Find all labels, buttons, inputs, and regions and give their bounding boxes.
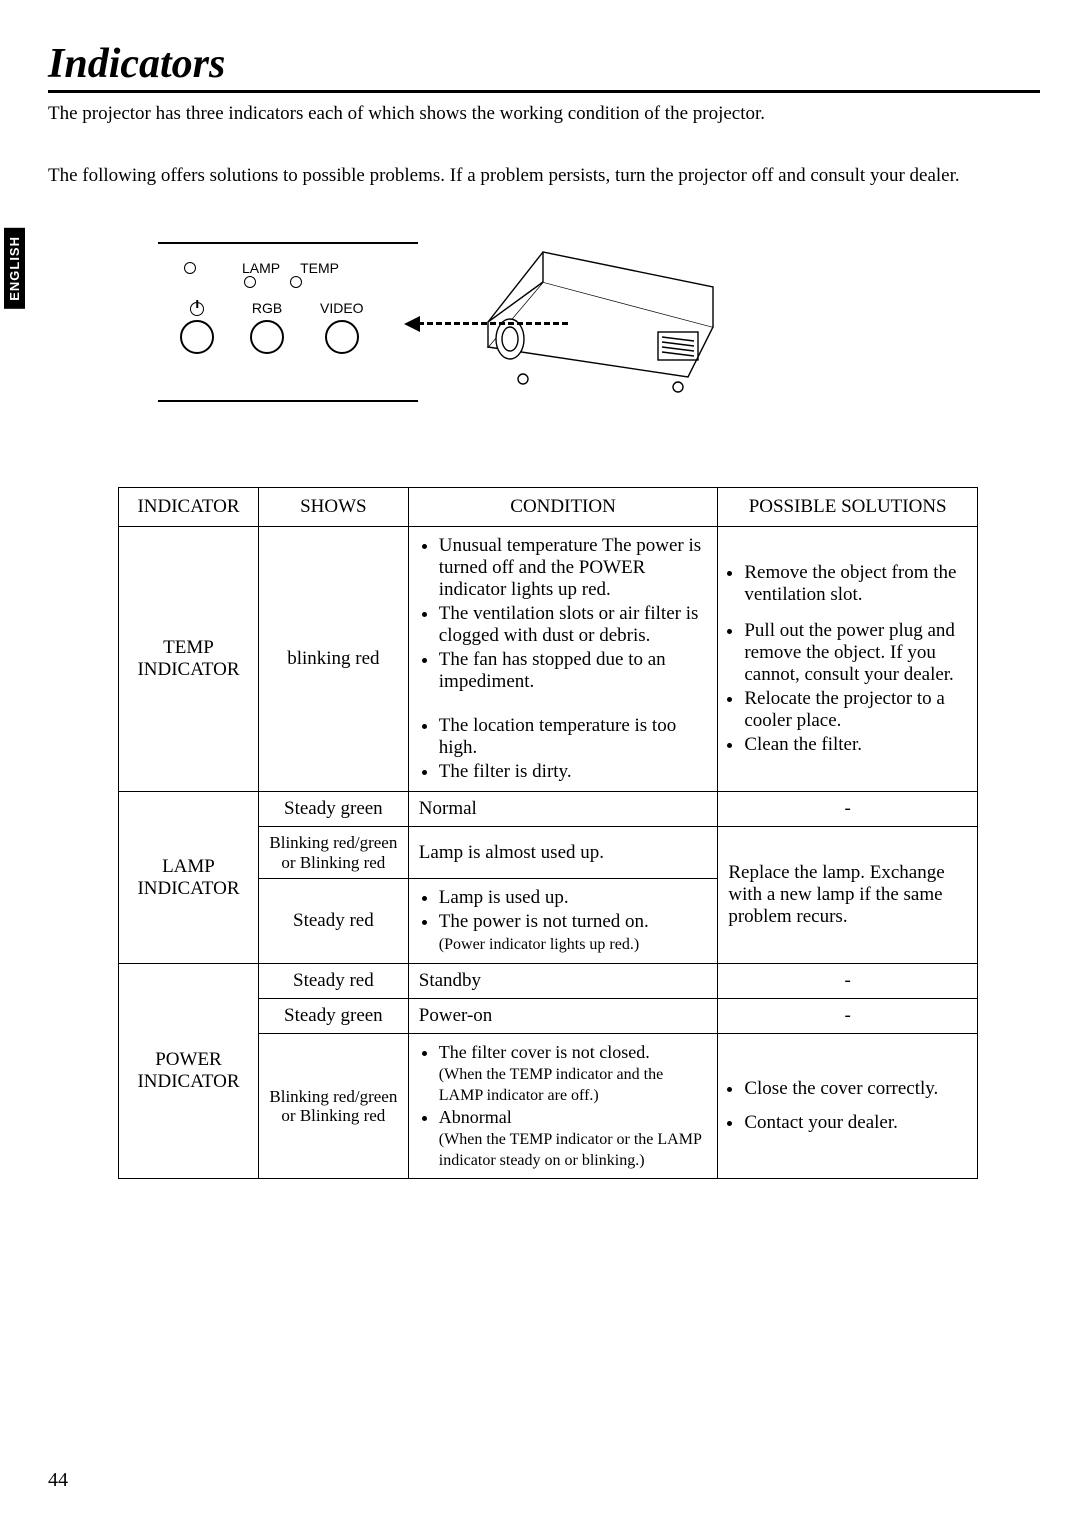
intro-para-1: The projector has three indicators each … bbox=[48, 103, 1040, 125]
lamp-r2-cond: Lamp is almost used up. bbox=[408, 827, 718, 879]
power-sol-2: Contact your dealer. bbox=[744, 1112, 967, 1134]
power-r1-shows: Steady red bbox=[258, 964, 408, 999]
page-number: 44 bbox=[48, 1469, 68, 1492]
intro-para-2: The following offers solutions to possib… bbox=[48, 165, 1040, 187]
lamp-r3-shows: Steady red bbox=[258, 879, 408, 964]
lamp-label: LAMP bbox=[242, 260, 280, 276]
header-solutions: POSSIBLE SOLUTIONS bbox=[718, 488, 978, 527]
power-icon bbox=[190, 302, 204, 316]
power-r3-cond: The filter cover is not closed. (When th… bbox=[408, 1034, 718, 1179]
power-r3-c1: The filter cover is not closed. (When th… bbox=[439, 1042, 708, 1105]
lamp-row-1: LAMP INDICATOR Steady green Normal - bbox=[119, 792, 978, 827]
temp-shows-cell: blinking red bbox=[258, 527, 408, 792]
temp-sol-2: Pull out the power plug and remove the o… bbox=[744, 620, 967, 686]
temp-led-icon bbox=[290, 276, 302, 288]
unnamed-led-icon bbox=[184, 262, 196, 274]
lamp-r2-shows: Blinking red/green or Blinking red bbox=[258, 827, 408, 879]
power-r1-cond: Standby bbox=[408, 964, 718, 999]
video-label: VIDEO bbox=[320, 300, 364, 316]
indicator-panel-diagram: LAMP TEMP RGB VIDEO bbox=[158, 242, 418, 402]
temp-cond-5: The filter is dirty. bbox=[439, 761, 708, 783]
page-title: Indicators bbox=[48, 40, 1040, 93]
video-button-icon bbox=[325, 320, 359, 354]
temp-sol-4: Clean the filter. bbox=[744, 734, 967, 756]
rgb-label: RGB bbox=[252, 300, 282, 316]
power-r1-sol: - bbox=[718, 964, 978, 999]
figure-row: LAMP TEMP RGB VIDEO bbox=[158, 227, 1040, 417]
temp-solutions-cell: Remove the object from the ventilation s… bbox=[718, 527, 978, 792]
power-r3-c2: Abnormal (When the TEMP indicator or the… bbox=[439, 1107, 708, 1170]
power-sol-1: Close the cover correctly. bbox=[744, 1078, 967, 1100]
temp-sol-1: Remove the object from the ventilation s… bbox=[744, 562, 967, 606]
header-condition: CONDITION bbox=[408, 488, 718, 527]
power-r3-sol: Close the cover correctly. Contact your … bbox=[718, 1034, 978, 1179]
temp-row: TEMP INDICATOR blinking red Unusual temp… bbox=[119, 527, 978, 792]
header-indicator: INDICATOR bbox=[119, 488, 259, 527]
temp-condition-cell: Unusual temperature The power is turned … bbox=[408, 527, 718, 792]
indicator-table: INDICATOR SHOWS CONDITION POSSIBLE SOLUT… bbox=[118, 487, 978, 1179]
rgb-button-icon bbox=[250, 320, 284, 354]
intro-text: The projector has three indicators each … bbox=[48, 103, 1040, 187]
power-r3-shows: Blinking red/green or Blinking red bbox=[258, 1034, 408, 1179]
lamp-r3-c1: Lamp is used up. bbox=[439, 887, 708, 909]
power-indicator-cell: POWER INDICATOR bbox=[119, 964, 259, 1179]
table-header-row: INDICATOR SHOWS CONDITION POSSIBLE SOLUT… bbox=[119, 488, 978, 527]
temp-label: TEMP bbox=[300, 260, 339, 276]
lamp-sol-cell: Replace the lamp. Exchange with a new la… bbox=[718, 827, 978, 964]
temp-cond-2: The ventilation slots or air filter is c… bbox=[439, 603, 708, 647]
temp-indicator-cell: TEMP INDICATOR bbox=[119, 527, 259, 792]
power-row-1: POWER INDICATOR Steady red Standby - bbox=[119, 964, 978, 999]
lamp-r3-c2: The power is not turned on. (Power indic… bbox=[439, 911, 708, 955]
temp-cond-3: The fan has stopped due to an impediment… bbox=[439, 649, 708, 693]
lamp-r1-cond: Normal bbox=[408, 792, 718, 827]
power-r2-shows: Steady green bbox=[258, 999, 408, 1034]
temp-cond-4: The location temperature is too high. bbox=[439, 715, 708, 759]
power-r2-sol: - bbox=[718, 999, 978, 1034]
power-button-icon bbox=[180, 320, 214, 354]
lamp-r1-shows: Steady green bbox=[258, 792, 408, 827]
lamp-r1-sol: - bbox=[718, 792, 978, 827]
language-tab: ENGLISH bbox=[4, 228, 25, 309]
power-r2-cond: Power-on bbox=[408, 999, 718, 1034]
arrow-line-icon bbox=[418, 322, 568, 325]
lamp-indicator-cell: LAMP INDICATOR bbox=[119, 792, 259, 964]
temp-cond-1: Unusual temperature The power is turned … bbox=[439, 535, 708, 601]
lamp-r3-cond: Lamp is used up. The power is not turned… bbox=[408, 879, 718, 964]
temp-sol-3: Relocate the projector to a cooler place… bbox=[744, 688, 967, 732]
lamp-led-icon bbox=[244, 276, 256, 288]
header-shows: SHOWS bbox=[258, 488, 408, 527]
